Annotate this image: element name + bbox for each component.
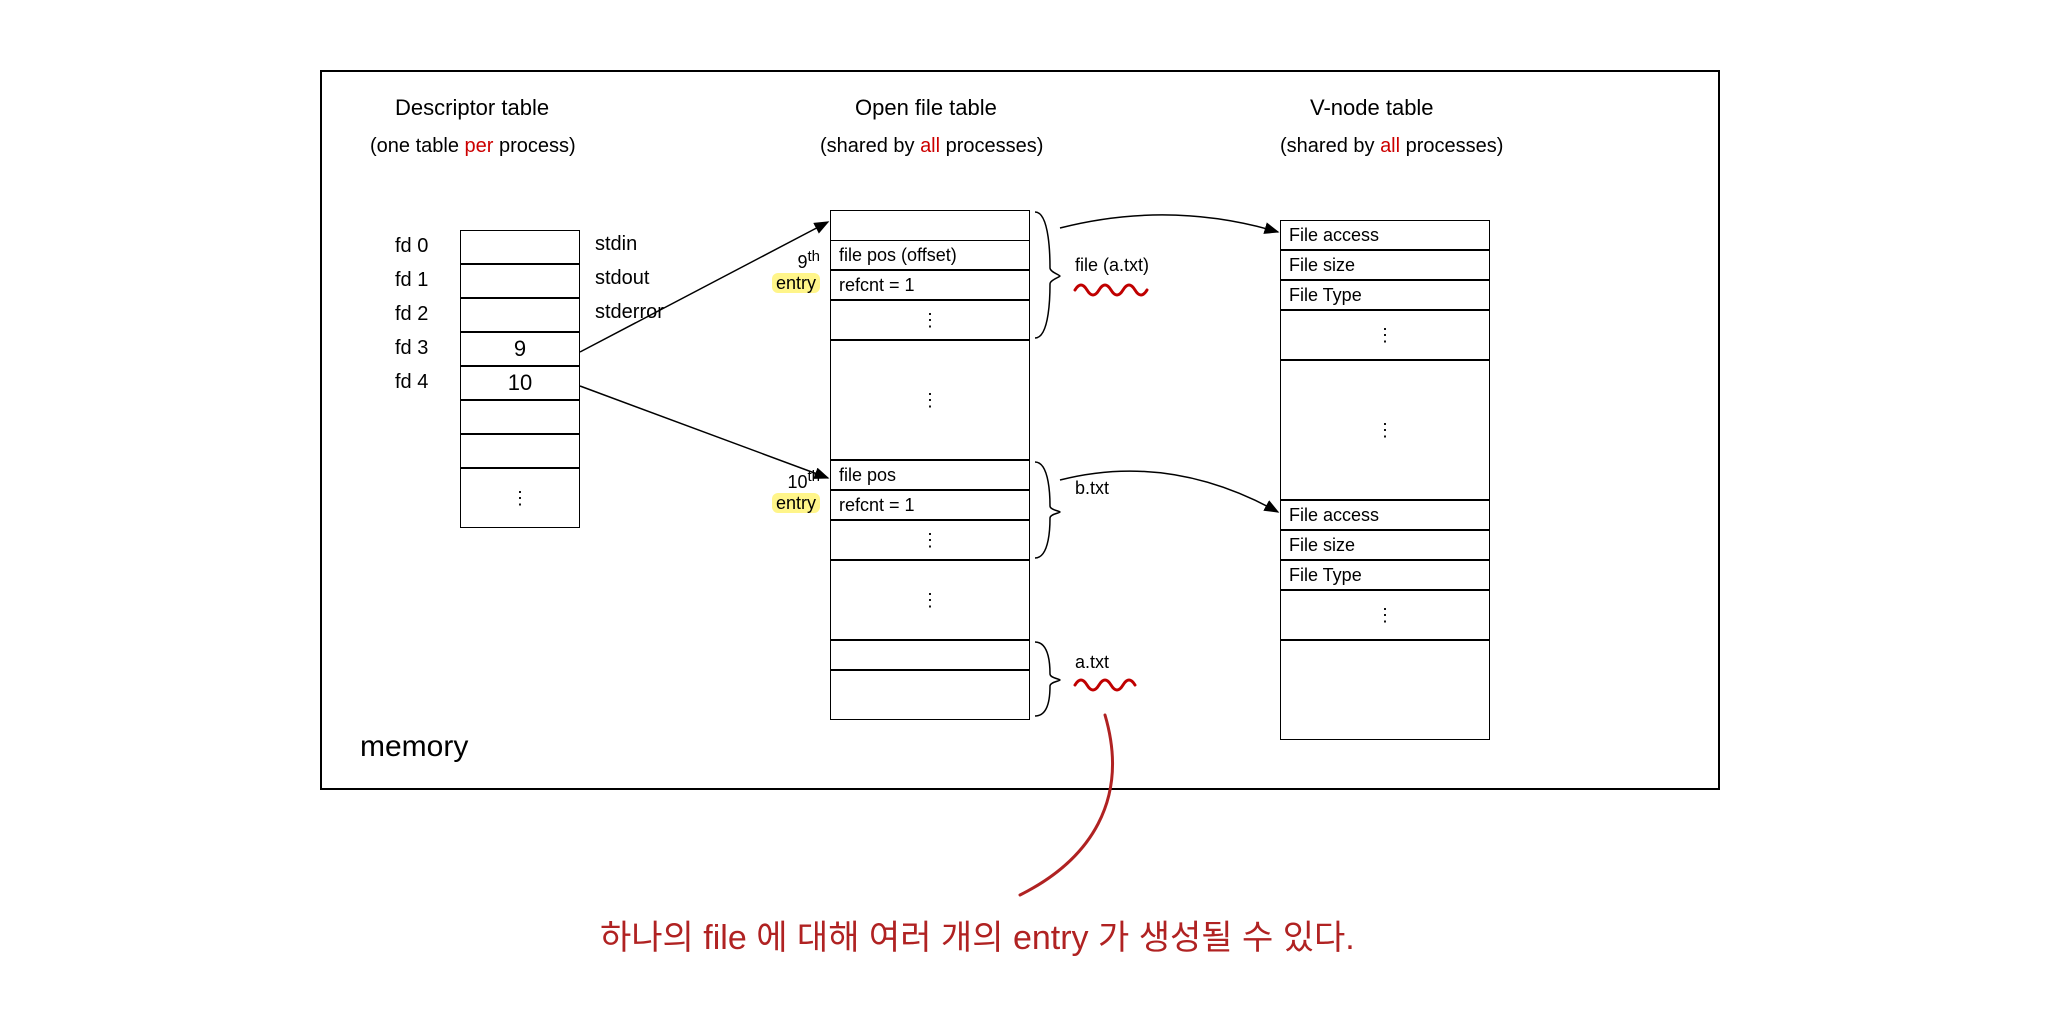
fd-label: fd 2 [395, 303, 428, 326]
vnode-cell: File Type [1280, 280, 1490, 310]
fd-cell: ⋮ [460, 468, 580, 528]
fd-cell [460, 298, 580, 332]
brace-label-a: a.txt [1075, 652, 1109, 673]
oft-gap: ⋮ [830, 340, 1030, 460]
oft-cell: refcnt = 1 [830, 270, 1030, 300]
oft-cell: refcnt = 1 [830, 490, 1030, 520]
korean-note: 하나의 file 에 대해 여러 개의 entry 가 생성될 수 있다. [600, 910, 1355, 959]
fd-annotation-stdout: stdout [595, 267, 649, 290]
brace-label-b: b.txt [1075, 478, 1109, 499]
vnode-gap: ⋮ [1280, 360, 1490, 500]
entry-tag-10th: 10th entry [755, 468, 820, 514]
oft-cell [830, 640, 1030, 670]
oft-cell: ⋮ [830, 520, 1030, 560]
fd-annotation-stdin: stdin [595, 233, 637, 256]
oft-cell: file pos (offset) [830, 240, 1030, 270]
descriptor-table-title: Descriptor table [395, 95, 549, 121]
fd-cell [460, 230, 580, 264]
vnode-cell: File size [1280, 250, 1490, 280]
vnode-table-title: V-node table [1310, 95, 1434, 121]
descriptor-table-subtitle: (one table per process) [370, 135, 576, 158]
oft-cell: file pos [830, 460, 1030, 490]
brace-label-file-a: file (a.txt) [1075, 255, 1149, 276]
fd-cell: 10 [460, 366, 580, 400]
fd-annotation-stderror: stderror [595, 301, 664, 324]
vnode-tail [1280, 640, 1490, 740]
fd-cell [460, 400, 580, 434]
open-file-table-title: Open file table [855, 95, 997, 121]
vnode-cell: File Type [1280, 560, 1490, 590]
fd-label: fd 0 [395, 235, 428, 258]
fd-label: fd 3 [395, 337, 428, 360]
vnode-table-subtitle: (shared by all processes) [1280, 135, 1503, 158]
fd-label: fd 1 [395, 269, 428, 292]
vnode-cell: File access [1280, 220, 1490, 250]
fd-cell: 9 [460, 332, 580, 366]
vnode-cell: ⋮ [1280, 310, 1490, 360]
fd-cell [460, 434, 580, 468]
vnode-cell: File size [1280, 530, 1490, 560]
oft-cell: ⋮ [830, 300, 1030, 340]
entry-tag-9th: 9th entry [760, 248, 820, 294]
open-file-table-subtitle: (shared by all processes) [820, 135, 1043, 158]
oft-gap: ⋮ [830, 560, 1030, 640]
oft-frame-top [830, 210, 1030, 240]
vnode-cell: ⋮ [1280, 590, 1490, 640]
memory-title: memory [360, 730, 468, 764]
vnode-cell: File access [1280, 500, 1490, 530]
oft-cell [830, 670, 1030, 720]
fd-cell [460, 264, 580, 298]
fd-label: fd 4 [395, 371, 428, 394]
